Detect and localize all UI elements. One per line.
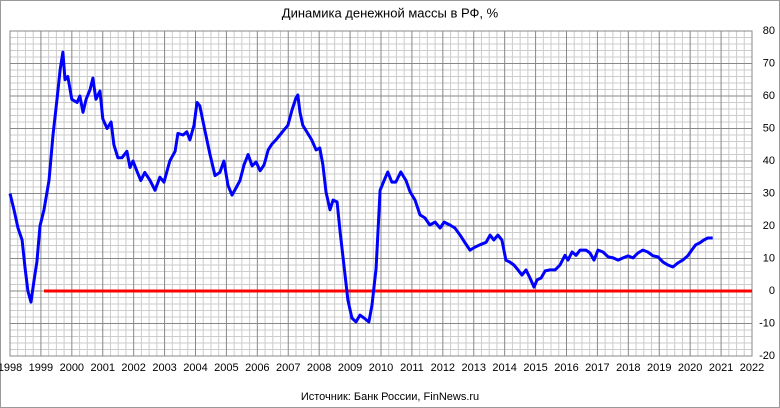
x-tick-label: 2003 (152, 362, 176, 374)
x-tick-label: 1999 (29, 362, 53, 374)
x-tick-label: 2013 (462, 362, 486, 374)
data-line (8, 50, 713, 324)
x-tick-label: 2010 (369, 362, 393, 374)
x-tick-label: 2014 (492, 362, 516, 374)
x-tick-label: 2015 (523, 362, 547, 374)
x-tick-label: 2016 (554, 362, 578, 374)
y-tick-label: 30 (763, 187, 775, 199)
x-tick-label: 2017 (585, 362, 609, 374)
x-tick-label: 2007 (276, 362, 300, 374)
x-tick-label: 2008 (307, 362, 331, 374)
x-tick-label: 2005 (214, 362, 238, 374)
x-tick-label: 2001 (91, 362, 115, 374)
y-tick-label: 20 (763, 220, 775, 232)
chart-title: Динамика денежной массы в РФ, % (282, 5, 499, 20)
y-tick-label: 60 (763, 90, 775, 102)
y-tick-label: 80 (763, 25, 775, 37)
x-tick-label: 2006 (245, 362, 269, 374)
y-tick-label: 10 (763, 252, 775, 264)
x-tick-label: 2000 (60, 362, 84, 374)
y-tick-label: 50 (763, 122, 775, 134)
x-tick-label: 2004 (183, 362, 207, 374)
x-tick-label: 2018 (616, 362, 640, 374)
x-tick-label: 2020 (678, 362, 702, 374)
x-tick-label: 1998 (0, 362, 22, 374)
x-tick-label: 2019 (647, 362, 671, 374)
y-tick-label: 70 (763, 57, 775, 69)
x-tick-label: 2021 (709, 362, 733, 374)
source: Источник: Банк России, FinNews.ru (301, 391, 479, 403)
y-tick-label: 40 (763, 155, 775, 167)
y-tick-label: -20 (759, 350, 775, 362)
x-tick-label: 2011 (400, 362, 424, 374)
y-tick-label: 0 (769, 285, 775, 297)
x-tick-label: 2022 (740, 362, 764, 374)
y-tick-label: -10 (759, 317, 775, 329)
x-tick-label: 2009 (338, 362, 362, 374)
x-tick-label: 2002 (121, 362, 145, 374)
x-tick-label: 2012 (431, 362, 455, 374)
